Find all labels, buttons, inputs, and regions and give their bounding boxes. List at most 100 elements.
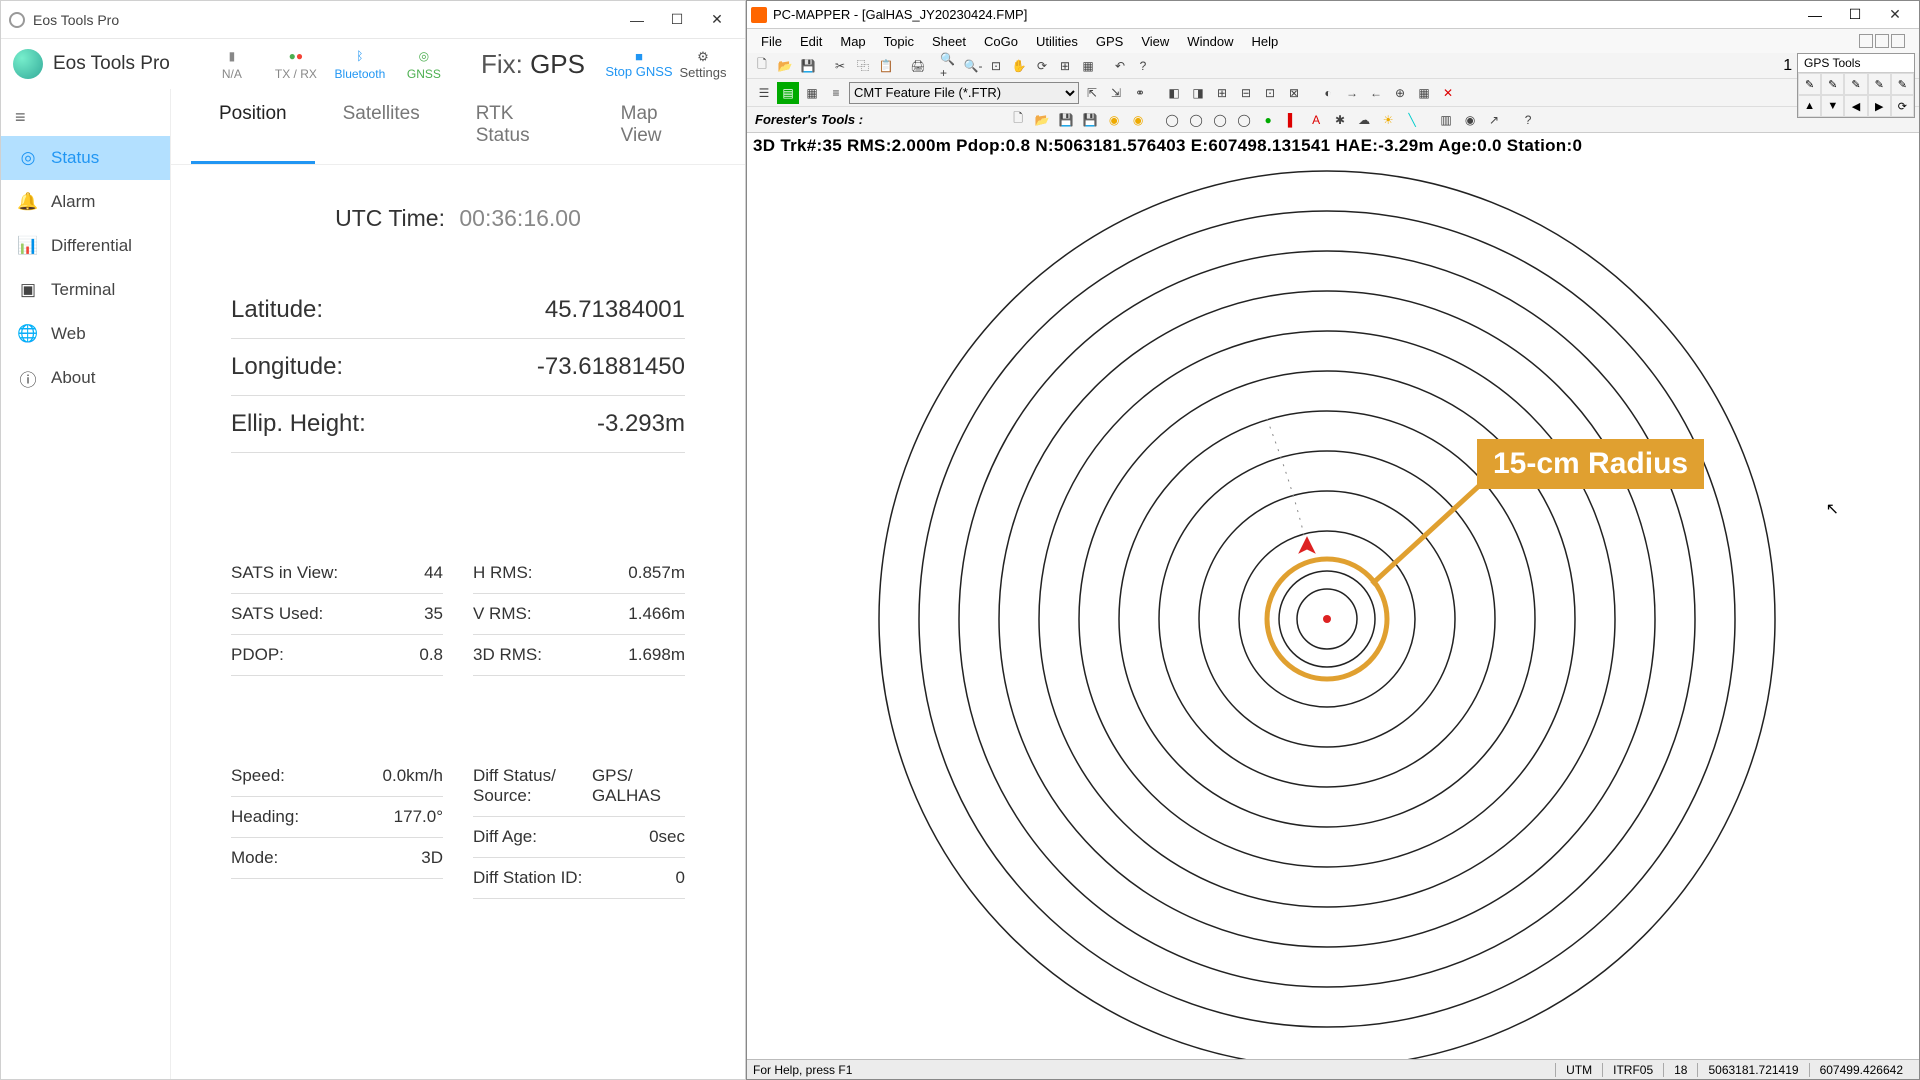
f-x-icon[interactable]: ✱ xyxy=(1329,109,1351,131)
zoom-out-icon[interactable]: 🔍- xyxy=(962,55,984,77)
f-o2-icon[interactable]: ◯ xyxy=(1185,109,1207,131)
maximize-button[interactable]: ☐ xyxy=(1835,3,1875,27)
zoom-fit-icon[interactable]: ⊡ xyxy=(985,55,1007,77)
t4-icon[interactable]: ⊟ xyxy=(1235,82,1257,104)
menu-utilities[interactable]: Utilities xyxy=(1028,34,1086,49)
t6-icon[interactable]: ⊠ xyxy=(1283,82,1305,104)
menu-help[interactable]: Help xyxy=(1244,34,1287,49)
gps-tool-3[interactable]: ✎ xyxy=(1844,73,1867,95)
t8-icon[interactable]: → xyxy=(1341,82,1363,104)
menu-sheet[interactable]: Sheet xyxy=(924,34,974,49)
new-icon[interactable]: 🗋 xyxy=(751,55,773,77)
menu-window[interactable]: Window xyxy=(1179,34,1241,49)
t10-icon[interactable]: ⊕ xyxy=(1389,82,1411,104)
menu-gps[interactable]: GPS xyxy=(1088,34,1131,49)
t3-icon[interactable]: ⊞ xyxy=(1211,82,1233,104)
f-save2-icon[interactable]: 💾 xyxy=(1079,109,1101,131)
gps-tool-10[interactable]: ⟳ xyxy=(1891,95,1914,117)
close-button[interactable]: ✕ xyxy=(1875,3,1915,27)
tab-rtk-status[interactable]: RTK Status xyxy=(448,89,593,164)
sidebar-item-status[interactable]: ◎ Status xyxy=(1,136,170,180)
f-new-icon[interactable]: 🗋 xyxy=(1007,109,1029,131)
f-b3-icon[interactable]: ↗ xyxy=(1483,109,1505,131)
t9-icon[interactable]: ← xyxy=(1365,82,1387,104)
f-o4-icon[interactable]: ◯ xyxy=(1233,109,1255,131)
minimize-button[interactable]: — xyxy=(1795,3,1835,27)
f-line-icon[interactable]: ╲ xyxy=(1401,109,1423,131)
map-canvas[interactable]: 15-cm Radius ↖ xyxy=(747,159,1919,1059)
list-icon[interactable]: ☰ xyxy=(753,82,775,104)
undo-icon[interactable]: ↶ xyxy=(1109,55,1131,77)
f-b2-icon[interactable]: ◉ xyxy=(1459,109,1481,131)
gps-tool-6[interactable]: ▲ xyxy=(1798,95,1821,117)
stop-gnss-button[interactable]: ■ Stop GNSS xyxy=(605,49,673,79)
menu-map[interactable]: Map xyxy=(832,34,873,49)
minimize-button[interactable]: — xyxy=(617,5,657,35)
menu-file[interactable]: File xyxy=(753,34,790,49)
lines-icon[interactable]: ≡ xyxy=(825,82,847,104)
t7-icon[interactable]: ◐ xyxy=(1317,82,1339,104)
gps-tool-8[interactable]: ◀ xyxy=(1844,95,1867,117)
f-open-icon[interactable]: 📂 xyxy=(1031,109,1053,131)
f-a-icon[interactable]: A xyxy=(1305,109,1327,131)
menu-edit[interactable]: Edit xyxy=(792,34,830,49)
paste-icon[interactable]: 📋 xyxy=(875,55,897,77)
export-icon[interactable]: ⇱ xyxy=(1081,82,1103,104)
f-c1-icon[interactable]: ◉ xyxy=(1103,109,1125,131)
t2-icon[interactable]: ◨ xyxy=(1187,82,1209,104)
tab-map-view[interactable]: Map View xyxy=(593,89,725,164)
pan-icon[interactable]: ✋ xyxy=(1008,55,1030,77)
f-o1-icon[interactable]: ◯ xyxy=(1161,109,1183,131)
gps-tool-7[interactable]: ▼ xyxy=(1821,95,1844,117)
zoom-in-icon[interactable]: 🔍+ xyxy=(939,55,961,77)
grid-icon[interactable]: ⊞ xyxy=(1054,55,1076,77)
mdi-min-icon[interactable] xyxy=(1859,34,1873,48)
f-c2-icon[interactable]: ◉ xyxy=(1127,109,1149,131)
close-button[interactable]: ✕ xyxy=(697,5,737,35)
t12-icon[interactable]: ✕ xyxy=(1437,82,1459,104)
f-o3-icon[interactable]: ◯ xyxy=(1209,109,1231,131)
gps-tool-4[interactable]: ✎ xyxy=(1868,73,1891,95)
menu-cogo[interactable]: CoGo xyxy=(976,34,1026,49)
gps-tool-1[interactable]: ✎ xyxy=(1798,73,1821,95)
import-icon[interactable]: ⇲ xyxy=(1105,82,1127,104)
menu-topic[interactable]: Topic xyxy=(876,34,922,49)
print-icon[interactable]: 🖨 xyxy=(907,55,929,77)
grid2-icon[interactable]: ▦ xyxy=(801,82,823,104)
mdi-close-icon[interactable] xyxy=(1891,34,1905,48)
gps-tool-9[interactable]: ▶ xyxy=(1868,95,1891,117)
sidebar-item-about[interactable]: ⓘ About xyxy=(1,356,170,400)
f-g-icon[interactable]: ● xyxy=(1257,109,1279,131)
t1-icon[interactable]: ◧ xyxy=(1163,82,1185,104)
save-icon[interactable]: 💾 xyxy=(797,55,819,77)
mdi-max-icon[interactable] xyxy=(1875,34,1889,48)
sidebar-item-differential[interactable]: 📊 Differential xyxy=(1,224,170,268)
f-cl-icon[interactable]: ☁ xyxy=(1353,109,1375,131)
tab-position[interactable]: Position xyxy=(191,89,315,164)
help-icon[interactable]: ? xyxy=(1132,55,1154,77)
cut-icon[interactable]: ✂ xyxy=(829,55,851,77)
t5-icon[interactable]: ⊡ xyxy=(1259,82,1281,104)
hamburger-button[interactable]: ≡ xyxy=(1,99,170,136)
tab-satellites[interactable]: Satellites xyxy=(315,89,448,164)
f-b1-icon[interactable]: ▥ xyxy=(1435,109,1457,131)
sidebar-item-web[interactable]: 🌐 Web xyxy=(1,312,170,356)
sidebar-item-terminal[interactable]: ▣ Terminal xyxy=(1,268,170,312)
layers-icon[interactable]: ▦ xyxy=(1077,55,1099,77)
sidebar-item-alarm[interactable]: 🔔 Alarm xyxy=(1,180,170,224)
tree-icon[interactable]: ▤ xyxy=(777,82,799,104)
t11-icon[interactable]: ▦ xyxy=(1413,82,1435,104)
f-save-icon[interactable]: 💾 xyxy=(1055,109,1077,131)
gps-tool-2[interactable]: ✎ xyxy=(1821,73,1844,95)
f-q-icon[interactable]: ? xyxy=(1517,109,1539,131)
settings-button[interactable]: ⚙ Settings xyxy=(673,49,733,80)
maximize-button[interactable]: ☐ xyxy=(657,5,697,35)
feature-file-select[interactable]: CMT Feature File (*.FTR) xyxy=(849,82,1079,104)
bluetooth-indicator[interactable]: ᛒ Bluetooth xyxy=(328,47,392,81)
f-sun-icon[interactable]: ☀ xyxy=(1377,109,1399,131)
copy-icon[interactable]: ⿻ xyxy=(852,55,874,77)
open-icon[interactable]: 📂 xyxy=(774,55,796,77)
menu-view[interactable]: View xyxy=(1133,34,1177,49)
link-icon[interactable]: ⚭ xyxy=(1129,82,1151,104)
f-r-icon[interactable]: ▌ xyxy=(1281,109,1303,131)
